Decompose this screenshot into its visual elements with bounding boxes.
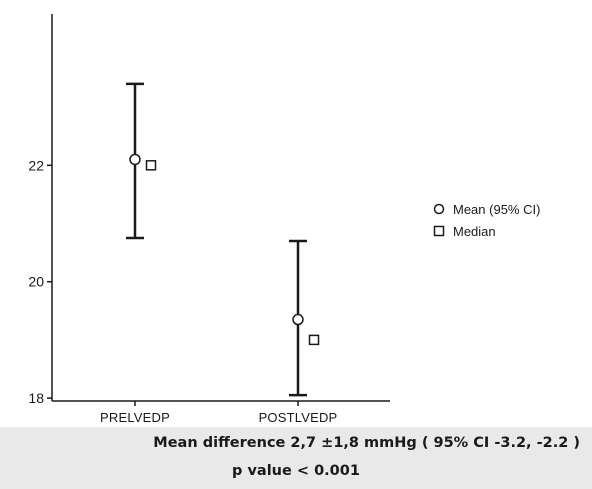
error-bar-chart: 18 20 22 PRELVEDP POSTLVEDP (28, 14, 390, 425)
square-marker-icon (433, 225, 445, 237)
caption-mean-difference: Mean difference 2,7 ±1,8 mmHg ( 95% CI -… (153, 435, 580, 451)
y-tick-label: 22 (28, 157, 44, 173)
median-point (145, 160, 157, 171)
legend-item-mean: Mean (95% CI) (433, 199, 540, 219)
chart-marks (126, 82, 320, 397)
axes: 18 20 22 PRELVEDP POSTLVEDP (28, 14, 390, 425)
y-tick-label: 18 (28, 390, 44, 406)
mean-point (129, 153, 141, 166)
circle-marker-icon (433, 203, 445, 215)
legend-label-mean: Mean (95% CI) (453, 201, 541, 217)
caption-p-value: p value < 0.001 (232, 463, 360, 479)
legend: Mean (95% CI) Median (433, 199, 540, 243)
x-tick-label: PRELVEDP (100, 410, 170, 425)
mean-point (292, 313, 304, 326)
caption-panel: Mean difference 2,7 ±1,8 mmHg ( 95% CI -… (0, 427, 592, 489)
legend-label-median: Median (453, 223, 496, 239)
legend-item-median: Median (433, 221, 540, 241)
y-tick-label: 20 (28, 274, 44, 290)
x-tick-label: POSTLVEDP (259, 410, 338, 425)
median-point (308, 334, 320, 346)
